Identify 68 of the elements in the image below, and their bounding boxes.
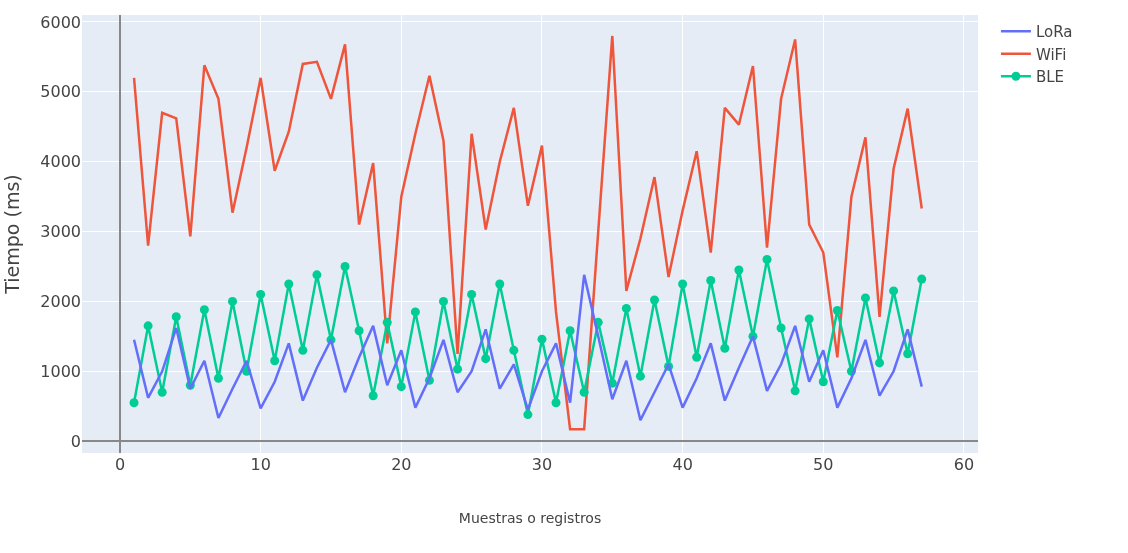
point [537,334,547,344]
point [509,345,519,355]
legend-label: WiFi [1035,45,1067,64]
point [129,398,139,408]
point [818,377,828,387]
point [199,305,209,315]
y-tick-label: 6000 [40,12,81,32]
point [762,255,772,264]
point [889,286,899,296]
point [368,391,378,401]
point [284,279,294,289]
point [720,343,730,353]
point [467,289,477,299]
point [298,345,308,355]
point [706,275,716,285]
x-axis-title: Muestras o registros [458,510,602,527]
point [551,398,561,408]
point [481,354,491,364]
point [875,358,885,368]
x-tick-label: 30 [531,455,553,474]
point [579,387,589,397]
x-tick-label: 40 [672,455,693,474]
point [790,386,800,396]
x-tick-label: 60 [953,455,975,474]
x-tick-label: 20 [391,455,412,474]
point [354,326,364,336]
x-tick-label: 10 [250,455,271,474]
x-tick-label: 0 [114,455,126,474]
point [157,387,167,397]
point [270,356,280,366]
point [382,317,392,327]
line-series [132,34,923,431]
point [678,279,688,289]
point [312,270,322,280]
point [340,261,350,271]
point [804,314,814,324]
point [832,305,842,315]
y-axis-title: Tiempo (ms) [1,174,24,295]
point [495,279,505,289]
y-tick-label: 0 [70,431,81,451]
point [734,265,744,275]
point [171,312,181,322]
point [917,274,927,284]
point [396,382,406,392]
point [776,323,786,333]
point [860,293,870,303]
point [635,371,645,381]
point [523,410,533,420]
y-tick-label: 2000 [40,292,81,312]
legend-label: LoRa [1035,23,1073,42]
point [256,289,266,299]
point [410,307,420,317]
legend-label: BLE [1035,68,1065,87]
point [143,321,153,331]
point [903,349,913,359]
point [692,352,702,362]
y-tick-label: 5000 [40,82,81,102]
point [213,373,223,383]
point [649,295,659,305]
y-tick-label: 4000 [40,152,81,172]
point [621,303,631,313]
x-tick-label: 50 [813,455,834,474]
point [453,364,463,374]
y-tick-label: 1000 [40,361,81,381]
point [565,326,575,336]
point [438,296,448,306]
point [228,296,238,306]
y-tick-label: 3000 [40,222,81,242]
